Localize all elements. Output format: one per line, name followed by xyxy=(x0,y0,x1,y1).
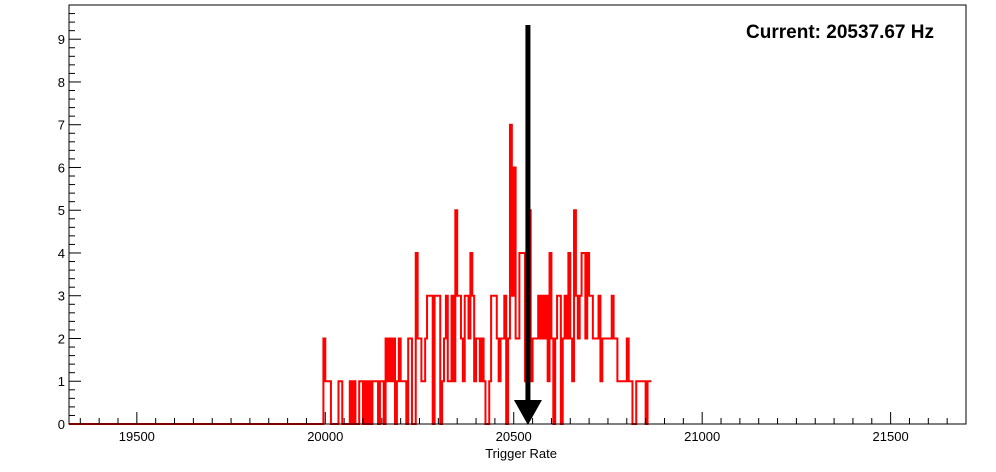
y-tick-label: 3 xyxy=(58,289,65,304)
y-axis: 0 1 2 3 4 5 6 7 8 9 xyxy=(58,4,81,432)
x-axis-title: Trigger Rate xyxy=(485,446,557,461)
y-tick-label: 7 xyxy=(58,118,65,133)
y-tick-label: 5 xyxy=(58,203,65,218)
x-tick-label: 21000 xyxy=(684,429,720,444)
x-tick-label: 21500 xyxy=(873,429,909,444)
y-tick-label: 0 xyxy=(58,417,65,432)
histogram-series xyxy=(69,123,652,425)
y-tick-label: 8 xyxy=(58,75,65,90)
y-tick-label: 1 xyxy=(58,374,65,389)
x-tick-label: 20500 xyxy=(496,429,532,444)
y-tick-label: 6 xyxy=(58,160,65,175)
current-value-arrow xyxy=(513,25,542,425)
arrow-head xyxy=(513,400,542,425)
plot-frame xyxy=(68,4,967,425)
current-rate-annotation: Current: 20537.67 Hz xyxy=(746,22,934,43)
histogram-line xyxy=(69,123,652,425)
x-tick-label: 19500 xyxy=(119,429,155,444)
y-tick-label: 2 xyxy=(58,331,65,346)
y-tick-label: 9 xyxy=(58,32,65,47)
y-tick-label: 4 xyxy=(58,246,65,261)
x-tick-label: 20000 xyxy=(307,429,343,444)
x-axis: 19500 20000 20500 21000 21500 xyxy=(79,412,967,444)
